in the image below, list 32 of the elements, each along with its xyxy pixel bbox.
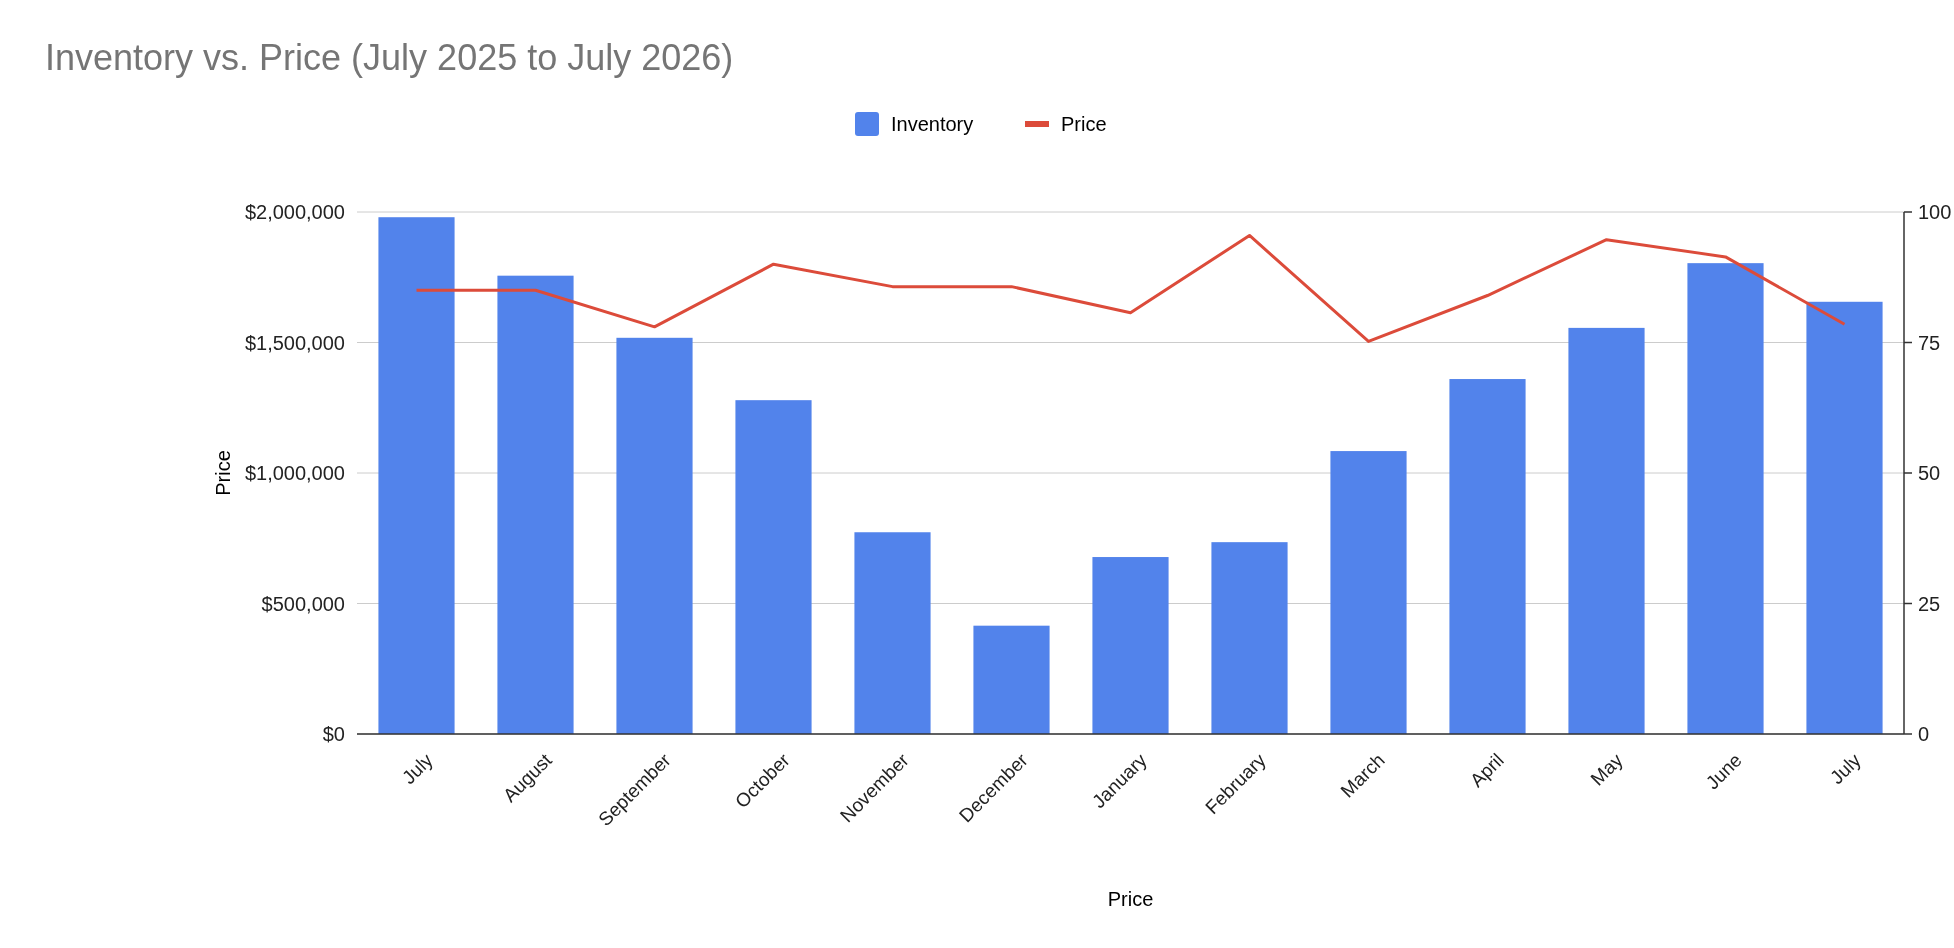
bar xyxy=(1330,451,1407,734)
bar xyxy=(1687,263,1764,734)
y2-tick-label: 100 xyxy=(1918,201,1952,223)
x-axis-title: Price xyxy=(1107,888,1154,910)
y-tick-label: $0 xyxy=(322,723,345,745)
bar xyxy=(1092,557,1169,734)
bar xyxy=(378,217,455,734)
line-series xyxy=(415,233,1846,343)
bar xyxy=(497,275,574,734)
chart-title: Inventory vs. Price (July 2025 to July 2026) xyxy=(45,37,734,78)
y-tick-label: $2,000,000 xyxy=(244,201,345,223)
y-tick-label: $1,500,000 xyxy=(244,331,345,354)
legend-label: Price xyxy=(1061,113,1107,135)
x-tick-label: July xyxy=(1825,749,1866,789)
bar xyxy=(1568,327,1645,734)
x-tick-label: July xyxy=(397,749,438,789)
legend-label: Inventory xyxy=(891,113,974,135)
y-tick-label: $500,000 xyxy=(261,592,345,615)
bar xyxy=(616,337,693,734)
bar xyxy=(1211,542,1288,734)
x-tick-label: May xyxy=(1586,749,1628,790)
bar xyxy=(854,532,931,734)
y-tick-label: $1,000,000 xyxy=(244,462,345,484)
y-axis-title: Price xyxy=(212,450,234,496)
bar xyxy=(973,625,1050,734)
bar xyxy=(735,400,812,734)
bar xyxy=(1806,301,1883,734)
bar xyxy=(1449,379,1526,734)
y2-tick-label: 75 xyxy=(1918,331,1941,354)
y2-tick-label: 50 xyxy=(1918,462,1941,484)
y2-tick-label: 0 xyxy=(1918,723,1930,745)
y2-tick-label: 25 xyxy=(1918,592,1941,615)
